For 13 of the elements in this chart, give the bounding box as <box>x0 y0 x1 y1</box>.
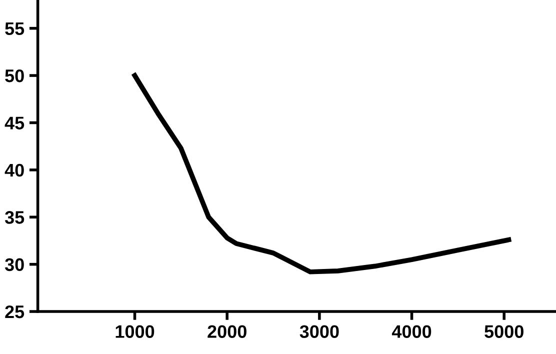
line-series <box>132 73 512 274</box>
x-tick-label: 1000 <box>116 325 154 338</box>
y-tick-label: 30 <box>4 258 24 272</box>
y-tick-label: 35 <box>4 211 24 224</box>
x-tick-label: 2000 <box>208 325 246 338</box>
x-tick-label: 3000 <box>300 325 339 338</box>
x-tick-label: 5000 <box>484 325 524 338</box>
y-tick-label: 25 <box>5 305 24 318</box>
y-tick-label: 45 <box>4 116 24 130</box>
y-tick-label: 55 <box>5 22 24 36</box>
x-tick-label: 4000 <box>392 325 432 338</box>
y-tick-label: 40 <box>4 164 24 177</box>
y-tick-label: 50 <box>5 69 24 82</box>
